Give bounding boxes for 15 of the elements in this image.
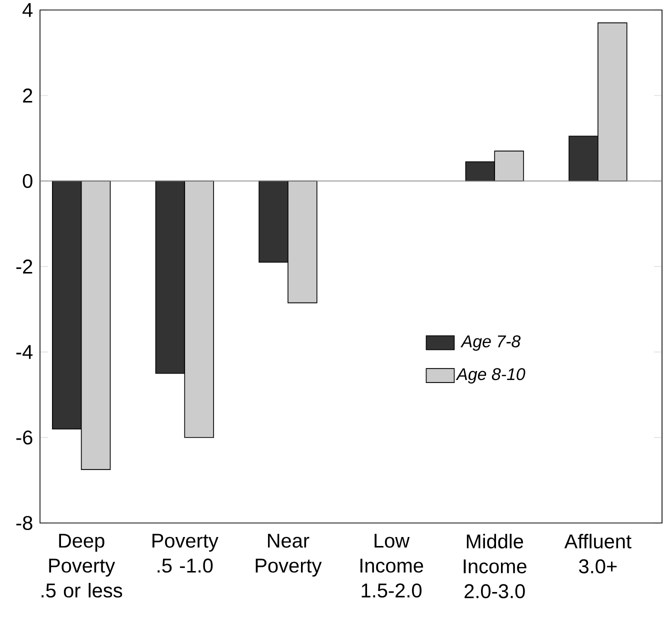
x-tick-label: Deep Poverty .5 or less xyxy=(42,534,122,598)
y-tick-label: 4 xyxy=(22,3,33,17)
legend-label: Age 8-10 xyxy=(456,368,526,384)
x-tick-label: Middle Income 2.0-3.0 xyxy=(464,534,526,598)
y-tick-label: -2 xyxy=(16,260,32,274)
y-tick-label: -4 xyxy=(16,345,33,359)
x-tick-label: Low Income 1.5-2.0 xyxy=(360,534,424,598)
x-tick-label: Near Poverty xyxy=(256,534,322,577)
y-tick-label: -8 xyxy=(16,516,32,530)
y-tick-label: -6 xyxy=(16,430,32,445)
x-tick-label: Poverty .5 -1.0 xyxy=(152,534,218,573)
y-tick-label: 0 xyxy=(22,174,32,188)
y-tick-label: 2 xyxy=(23,88,32,102)
x-tick-label: Affluent 3.0+ xyxy=(564,534,632,574)
legend-label: Age 7-8 xyxy=(460,335,521,351)
